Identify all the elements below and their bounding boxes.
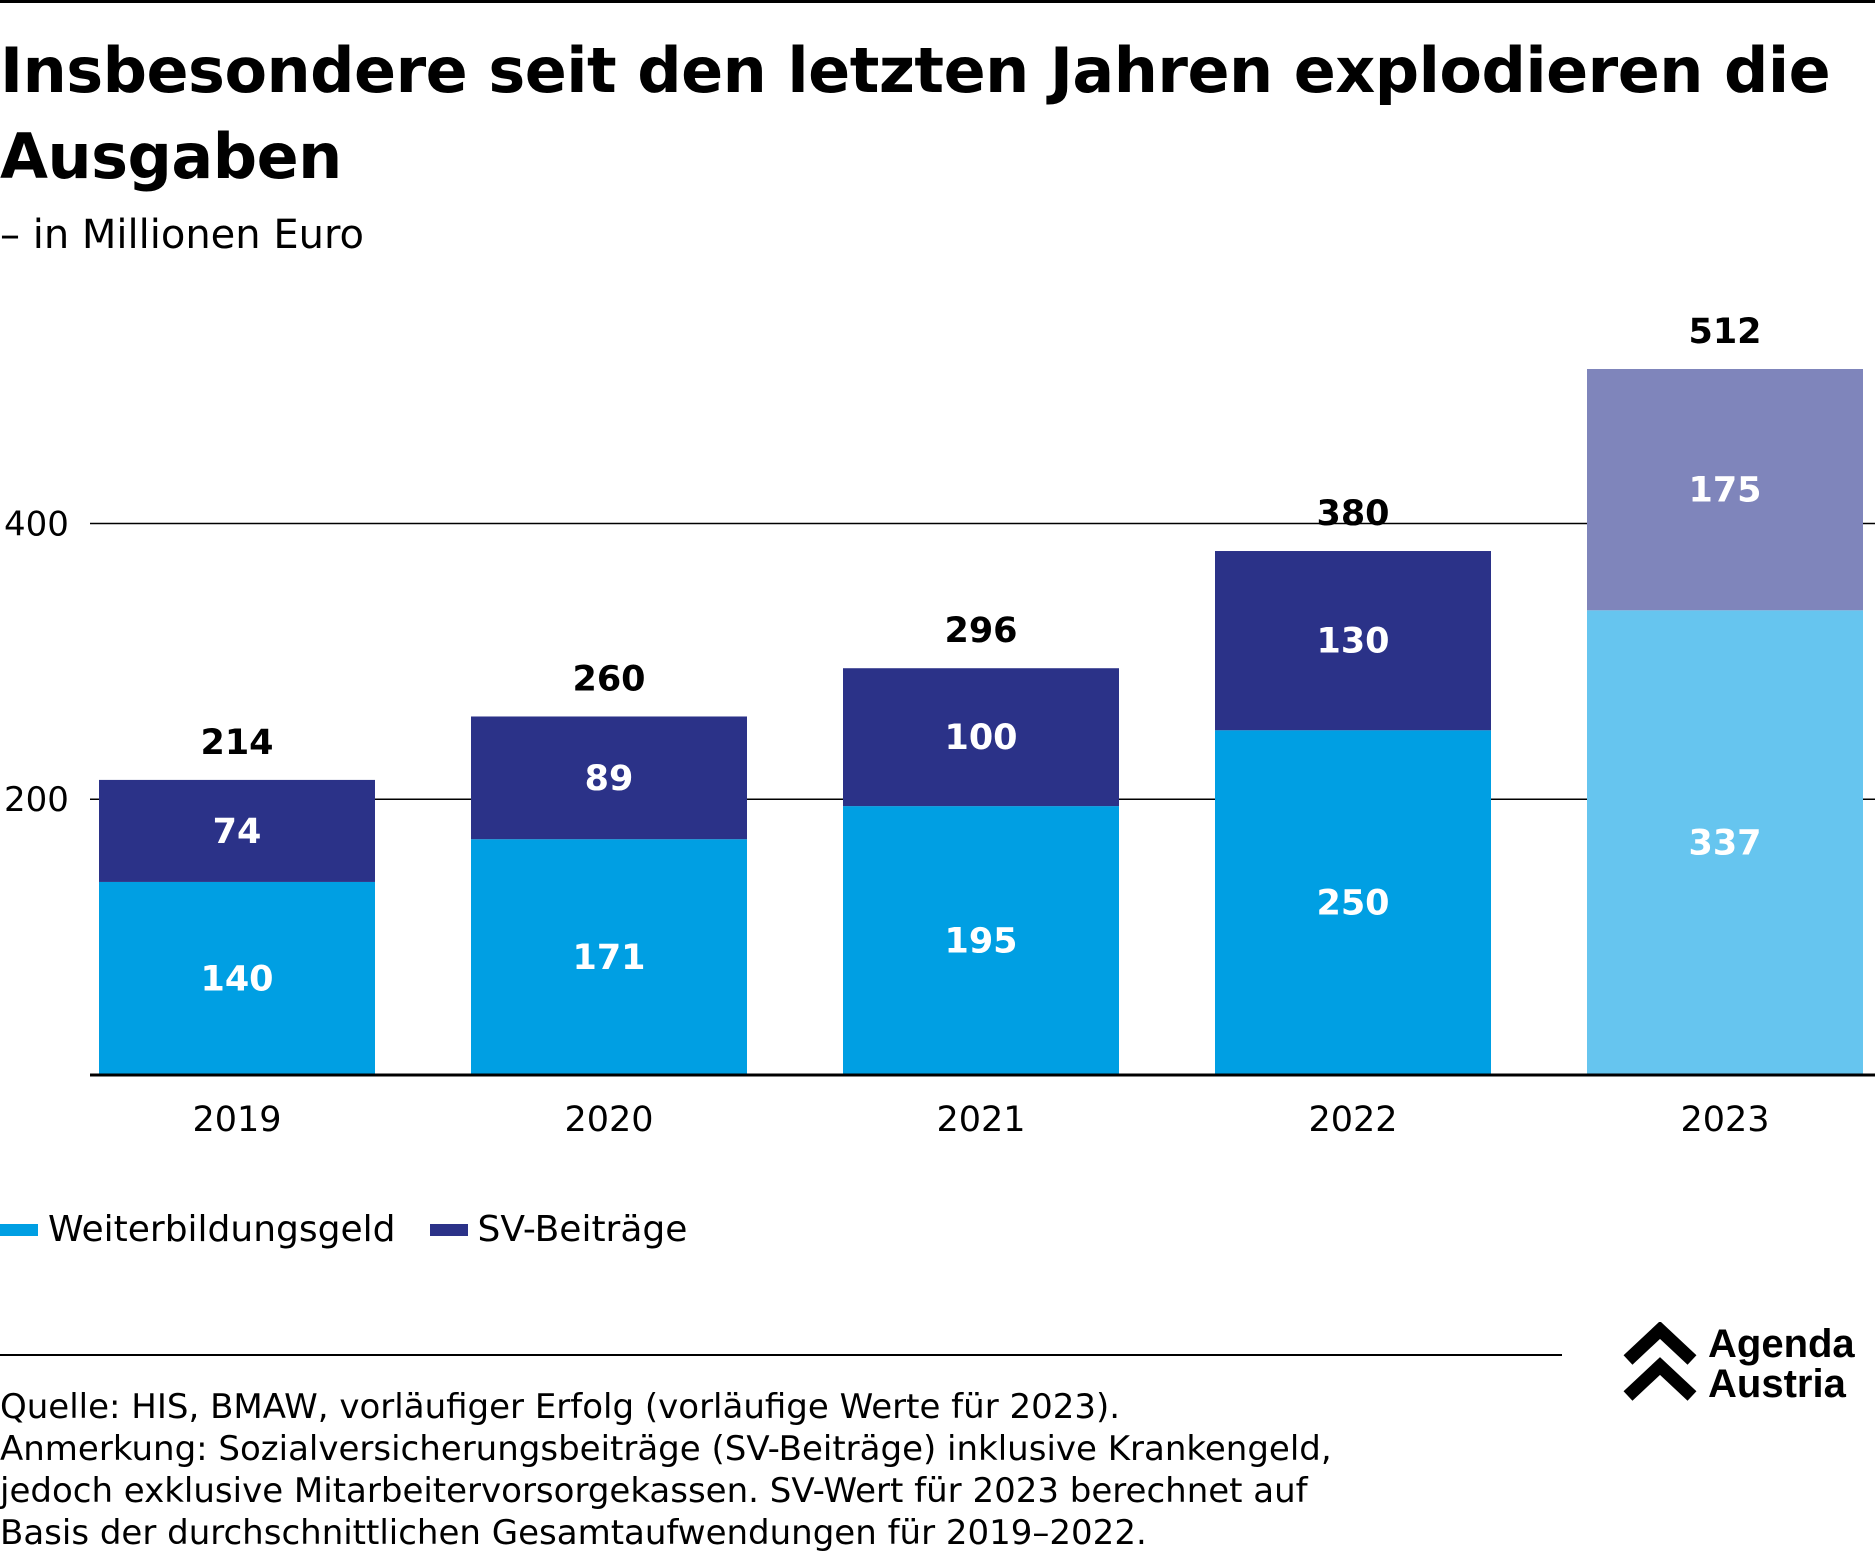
- agenda-austria-logo: Agenda Austria: [1622, 1320, 1872, 1420]
- bar-2019-series-1: [99, 779, 375, 882]
- remark-line-3: Basis der durchschnittlichen Gesamtaufwe…: [0, 1513, 1147, 1553]
- total-label-2022: 380: [1316, 494, 1389, 534]
- bar-2019-series-0: [99, 881, 375, 1075]
- bar-2021-series-1: [843, 668, 1119, 807]
- legend-swatch-sv-beitraege: [429, 1224, 468, 1236]
- chart-notes: Quelle: HIS, BMAW, vorläufiger Erfolg (v…: [0, 1386, 1560, 1554]
- legend-label-sv-beitraege: SV-Beiträge: [477, 1209, 688, 1250]
- x-tick-label-2023: 2023: [1680, 1100, 1769, 1140]
- data-label-2019-series-1: 74: [213, 812, 262, 852]
- bar-2022-series-0: [1215, 730, 1491, 1075]
- data-label-2020-series-0: 171: [572, 938, 645, 978]
- total-label-2020: 260: [572, 659, 645, 699]
- chart-title: Insbesondere seit den letzten Jahren exp…: [0, 34, 1831, 193]
- logo-line-2: Austria: [1708, 1362, 1846, 1406]
- double-chevron-up-icon: [1623, 1322, 1697, 1401]
- x-tick-label-2021: 2021: [936, 1100, 1025, 1140]
- data-label-2022-series-1: 130: [1316, 622, 1389, 662]
- data-label-2019-series-0: 140: [200, 959, 273, 999]
- total-label-2019: 214: [200, 723, 273, 763]
- x-tick-label-2019: 2019: [192, 1100, 281, 1140]
- data-label-2022-series-0: 250: [1316, 884, 1389, 924]
- bar-2023-series-1: [1587, 369, 1863, 611]
- data-label-2023-series-0: 337: [1688, 824, 1761, 864]
- data-label-2023-series-1: 175: [1688, 471, 1761, 511]
- source-note: Quelle: HIS, BMAW, vorläufiger Erfolg (v…: [0, 1387, 1121, 1427]
- data-label-2021-series-0: 195: [944, 922, 1017, 962]
- bar-2020-series-1: [471, 716, 747, 840]
- logo-line-1: Agenda: [1708, 1322, 1855, 1366]
- stacked-bar-chart: 200 400 140 74 214 2019 171 89 260 2020 195 100 296 2…: [4, 312, 1875, 1140]
- logo-wordmark: Agenda Austria: [1708, 1324, 1855, 1404]
- x-tick-label-2022: 2022: [1308, 1100, 1397, 1140]
- top-rule: [0, 0, 1875, 3]
- total-label-2023: 512: [1688, 312, 1761, 352]
- legend-label-weiterbildungsgeld: Weiterbildungsgeld: [48, 1209, 396, 1250]
- legend-item-weiterbildungsgeld: Weiterbildungsgeld: [0, 1208, 396, 1252]
- legend-item-sv-beitraege: SV-Beiträge: [429, 1208, 688, 1252]
- y-tick-label-200: 200: [4, 780, 69, 820]
- bar-2023-series-0: [1587, 610, 1863, 1075]
- y-tick-label-400: 400: [4, 504, 69, 544]
- data-label-2021-series-1: 100: [944, 718, 1017, 758]
- bar-2021-series-0: [843, 806, 1119, 1075]
- x-tick-label-2020: 2020: [564, 1100, 653, 1140]
- chart-subtitle: – in Millionen Euro: [0, 212, 365, 258]
- remark-line-2: jedoch exklusive Mitarbeitervorsorgekass…: [0, 1471, 1308, 1511]
- bar-2022-series-1: [1215, 551, 1491, 731]
- legend: Weiterbildungsgeld SV-Beiträge: [0, 1208, 721, 1252]
- remark-line-1: Anmerkung: Sozialversicherungsbeiträge (…: [0, 1429, 1332, 1469]
- data-label-2020-series-1: 89: [585, 759, 634, 799]
- footer-rule: [0, 1354, 1562, 1356]
- legend-swatch-weiterbildungsgeld: [0, 1224, 38, 1236]
- bar-2020-series-0: [471, 839, 747, 1075]
- total-label-2021: 296: [944, 611, 1017, 651]
